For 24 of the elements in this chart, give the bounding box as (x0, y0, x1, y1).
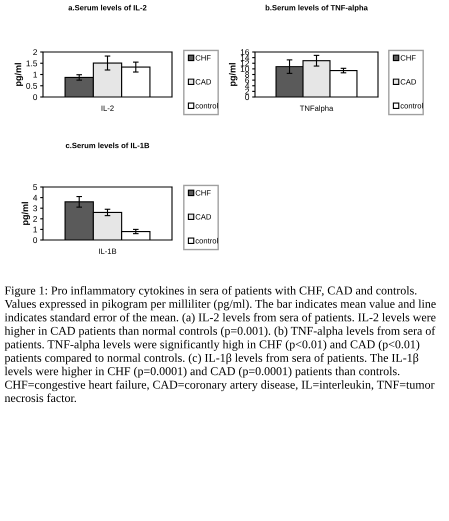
y-tick-label: 4 (245, 83, 250, 89)
y-tick-label: 2 (33, 216, 38, 222)
y-tick-label: 0.5 (26, 82, 38, 89)
y-tick-label: 0 (33, 237, 38, 244)
y-tick-label: 0 (245, 94, 250, 100)
y-tick-label: 1.5 (26, 60, 38, 66)
y-tick-label: 16 (240, 49, 250, 56)
y-tick-label: 14 (240, 54, 250, 61)
y-tick-label: 1 (33, 226, 38, 232)
y-tick-label: 2 (245, 88, 250, 94)
y-tick-label: 4 (33, 194, 38, 201)
y-axis-title: pg/ml (228, 63, 238, 86)
y-tick-label: 5 (33, 184, 38, 190)
y-tick-label: 12 (240, 60, 250, 66)
y-tick-label: 1 (33, 72, 38, 78)
y-tick-label: 8 (245, 72, 250, 78)
y-tick-label: 6 (245, 77, 250, 84)
y-axis-title: pg/ml (22, 202, 30, 225)
y-tick-label: 0 (33, 94, 38, 100)
y-tick-label: 2 (33, 49, 38, 56)
y-axis-title: pg/ml (14, 63, 24, 86)
y-tick-label: 3 (33, 205, 38, 212)
y-tick-label: 10 (240, 66, 250, 72)
text: Figure 1: Pro inflammatory cytokines in sera of patients with CHF, CAD and controls. Values expressed in pikogram per milliliter (pg/ml). The bar indicates mean value and line indicates standard error of the mean. (a) IL-2 levels from sera of patients. IL-2 levels were higher in CAD patients than normal controls (p=0.001). (b) TNF-alpha levels from sera of patients. TNF-alpha levels were significantly high in CHF (p<0.01) and CAD (p<0.01) patients compared to normal controls. (c) IL-1β levels from sera of patients. The IL-1β levels were higher in CHF (p=0.0001) and CAD (p=0.0001) patients than controls. CHF=congestive heart failure, CAD=coronary artery disease, IL=interleukin, TNF=tumor necrosis factor. (4, 286, 436, 402)
